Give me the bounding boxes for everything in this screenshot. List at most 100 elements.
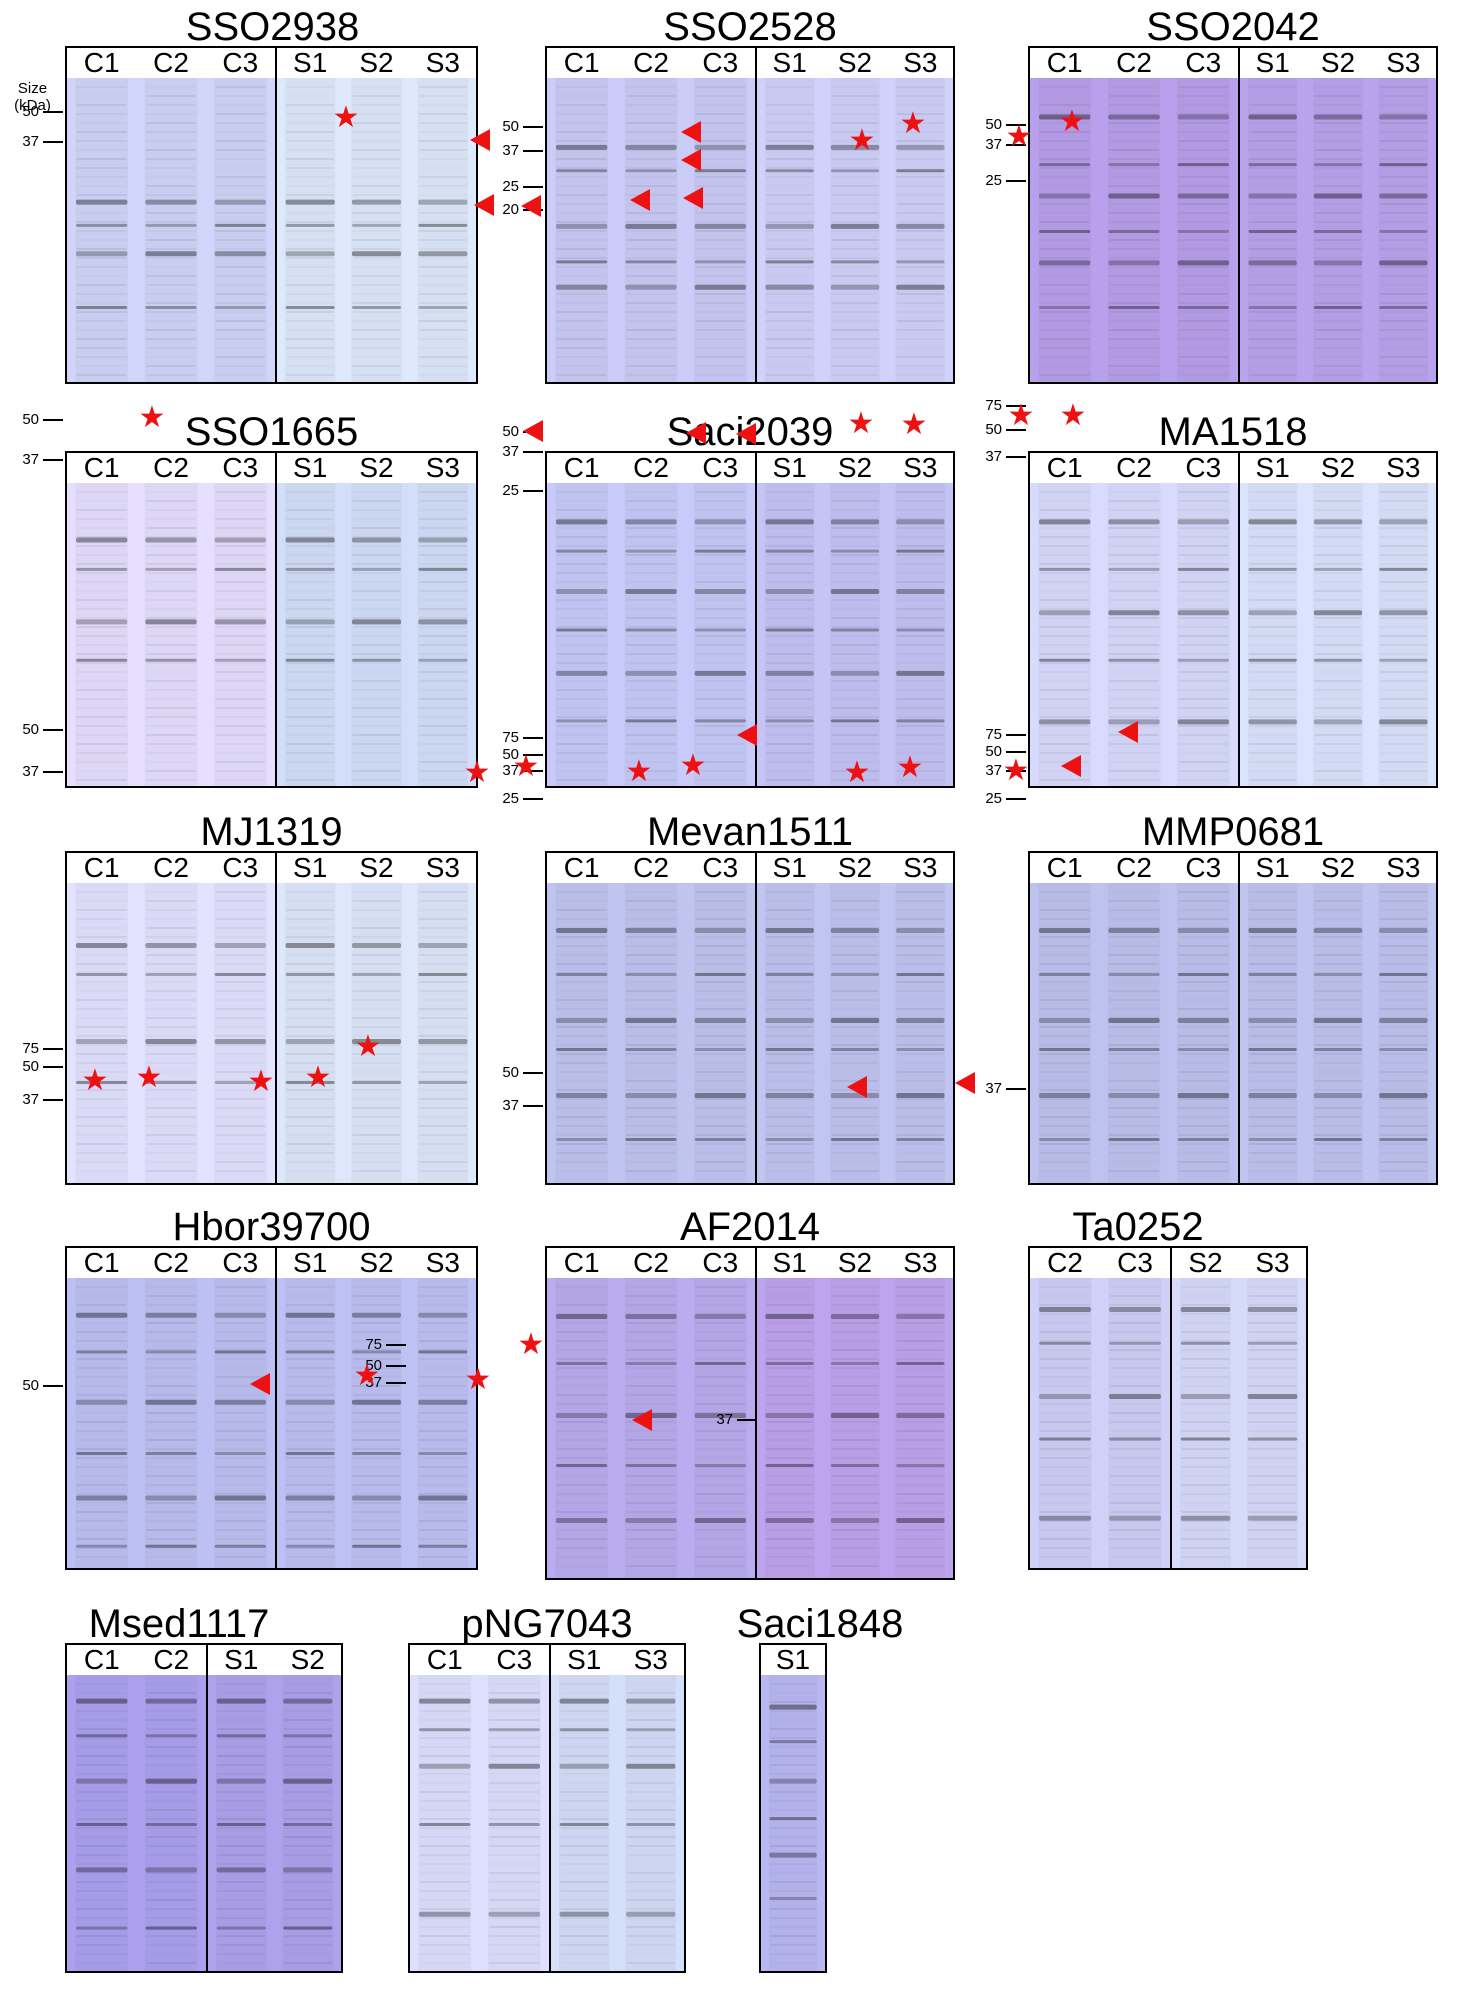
faint-band	[769, 1728, 817, 1730]
faint-band	[1314, 266, 1362, 268]
protein-band	[285, 537, 335, 543]
faint-band	[286, 248, 335, 250]
faint-band	[1181, 1403, 1230, 1405]
faint-band	[76, 1044, 127, 1046]
faint-band	[1314, 563, 1362, 565]
panel-title: SSO2528	[663, 5, 837, 49]
faint-band	[286, 716, 335, 718]
faint-band	[766, 936, 814, 938]
control-lanes: C1 C2	[67, 1645, 206, 1971]
faint-band	[76, 230, 127, 232]
faint-band	[419, 1917, 470, 1919]
faint-band	[352, 149, 401, 151]
faint-band	[695, 608, 746, 610]
faint-band	[1109, 527, 1159, 529]
control-lanes: C1 C2 C3	[1030, 48, 1238, 382]
faint-band	[831, 554, 879, 556]
protein-band	[1108, 973, 1160, 976]
protein-band	[145, 1823, 197, 1826]
faint-band	[831, 230, 879, 232]
faint-band	[831, 122, 879, 124]
faint-band	[695, 329, 746, 331]
faint-band	[626, 329, 676, 331]
faint-band	[1178, 1053, 1229, 1055]
faint-band	[352, 779, 401, 781]
faint-band	[769, 1908, 817, 1910]
faint-band	[419, 1944, 470, 1946]
faint-band	[1181, 1466, 1230, 1468]
arrowhead-marker-icon	[470, 129, 490, 151]
faint-band	[352, 1170, 401, 1172]
faint-band	[76, 1845, 127, 1847]
faint-band	[831, 185, 879, 187]
faint-band	[896, 563, 944, 565]
faint-band	[766, 653, 814, 655]
faint-band	[626, 320, 676, 322]
faint-band	[626, 563, 676, 565]
faint-band	[831, 338, 879, 340]
faint-band	[418, 1044, 467, 1046]
faint-band	[1039, 599, 1090, 601]
faint-band	[286, 1385, 335, 1387]
protein-band	[216, 1926, 266, 1930]
faint-band	[695, 954, 746, 956]
faint-band	[286, 572, 335, 574]
faint-band	[146, 1053, 196, 1055]
faint-band	[215, 140, 266, 142]
faint-band	[215, 1017, 266, 1019]
faint-band	[1178, 653, 1229, 655]
faint-band	[1314, 990, 1362, 992]
gel-lane-image	[208, 1675, 341, 1971]
gel-image: C1 C2 C3 S1 S2 S3	[545, 1246, 955, 1580]
protein-band	[769, 1897, 817, 1900]
faint-band	[556, 329, 607, 331]
faint-band	[1039, 554, 1090, 556]
faint-band	[560, 1863, 609, 1865]
faint-band	[1379, 626, 1427, 628]
lane-header	[761, 1645, 825, 1675]
protein-band	[896, 1413, 945, 1418]
lane-label: S1	[1255, 453, 1290, 483]
faint-band	[766, 626, 814, 628]
protein-band	[1313, 1138, 1363, 1141]
faint-band	[896, 1286, 944, 1288]
faint-band	[1178, 1143, 1229, 1145]
faint-band	[1178, 909, 1229, 911]
protein-band	[556, 1518, 608, 1523]
faint-band	[1379, 1134, 1427, 1136]
protein-band	[625, 589, 677, 595]
faint-band	[769, 1746, 817, 1748]
protein-band	[1039, 163, 1091, 167]
faint-band	[1314, 293, 1362, 295]
faint-band	[695, 1170, 746, 1172]
faint-band	[283, 1746, 332, 1748]
faint-band	[1379, 581, 1427, 583]
faint-band	[215, 1125, 266, 1127]
faint-band	[896, 1080, 944, 1082]
protein-band	[351, 1452, 402, 1455]
faint-band	[556, 365, 607, 367]
faint-band	[76, 320, 127, 322]
faint-band	[1178, 563, 1229, 565]
marker-tick	[523, 1072, 543, 1074]
faint-band	[769, 1773, 817, 1775]
faint-band	[626, 936, 676, 938]
lane-label: S2	[837, 453, 873, 483]
faint-band	[695, 104, 746, 106]
faint-band	[418, 617, 467, 619]
faint-band	[146, 356, 196, 358]
faint-band	[1109, 1484, 1161, 1486]
gel-lane-image	[1030, 78, 1238, 382]
faint-band	[626, 1340, 676, 1342]
faint-band	[352, 266, 401, 268]
faint-band	[1314, 999, 1362, 1001]
protein-band	[1180, 1437, 1231, 1441]
faint-band	[1178, 644, 1229, 646]
faint-band	[76, 1421, 127, 1423]
faint-band	[626, 1818, 675, 1820]
faint-band	[695, 725, 746, 727]
marker-size-label: 37	[502, 142, 519, 159]
faint-band	[352, 509, 401, 511]
faint-band	[286, 1484, 335, 1486]
faint-band	[1039, 1340, 1091, 1342]
